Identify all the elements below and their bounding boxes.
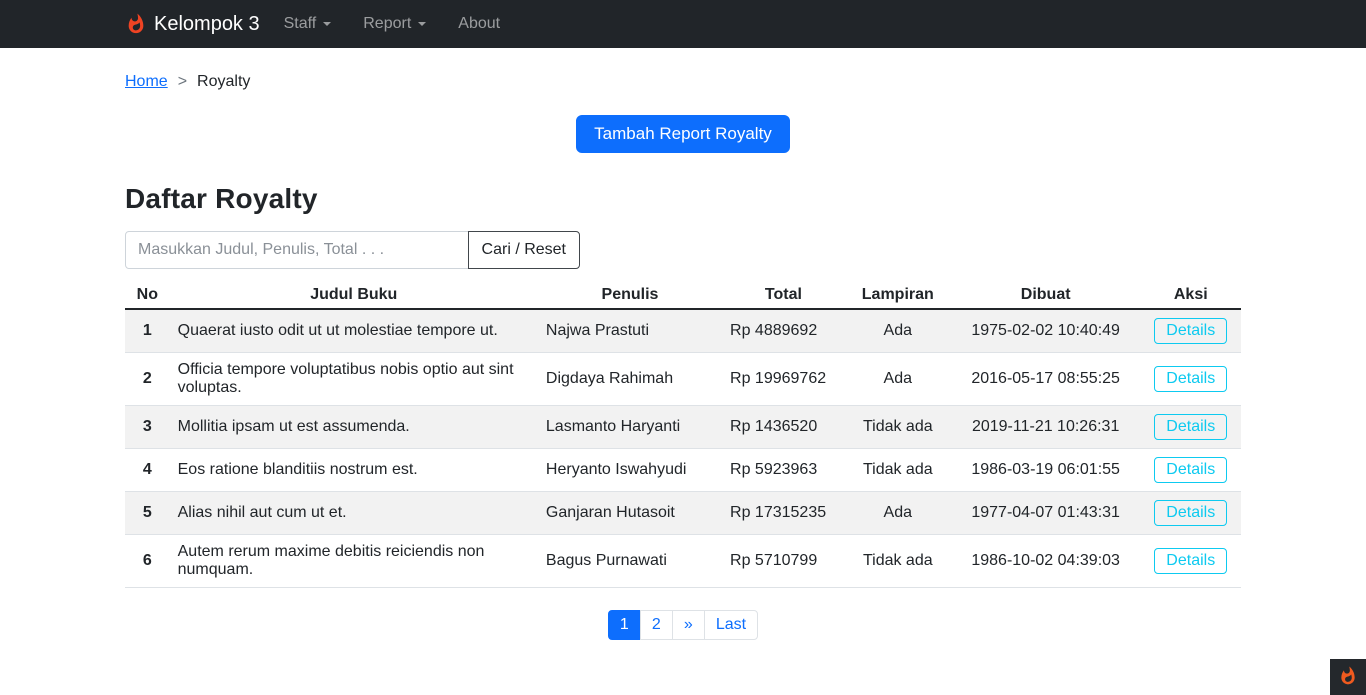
page-title: Daftar Royalty: [125, 183, 318, 214]
row-number: 5: [142, 504, 152, 521]
nav-item-staff[interactable]: Staff: [268, 7, 348, 41]
column-header-dibuat: Dibuat: [950, 284, 1141, 310]
details-button[interactable]: Details: [1154, 366, 1228, 392]
table-row: 2 Officia tempore voluptatibus nobis opt…: [125, 353, 1241, 406]
table-row: 6 Autem rerum maxime debitis reiciendis …: [125, 535, 1241, 588]
column-header-total: Total: [722, 284, 845, 310]
royalty-table: No Judul Buku Penulis Total Lampiran Dibuat Ak…: [125, 284, 1241, 588]
pagination-next[interactable]: »: [671, 610, 705, 640]
pagination-page-2[interactable]: 2: [639, 610, 673, 640]
cell-aksi: Details: [1141, 492, 1241, 535]
cell-lampiran: Ada: [883, 370, 913, 387]
details-button[interactable]: Details: [1154, 318, 1228, 344]
nav-item-report[interactable]: Report: [347, 7, 442, 41]
cell-aksi: Details: [1141, 309, 1241, 353]
cell-lampiran: Ada: [883, 504, 913, 521]
column-header-no: No: [125, 284, 170, 310]
search-input[interactable]: [125, 231, 469, 269]
table-row: 1 Quaerat iusto odit ut ut molestiae tem…: [125, 309, 1241, 353]
breadcrumb-home-link[interactable]: Home: [125, 73, 168, 90]
cell-judul-buku: Officia tempore voluptatibus nobis optio…: [177, 361, 514, 396]
column-header-penulis: Penulis: [537, 284, 723, 310]
cell-judul-buku: Alias nihil aut cum ut et.: [177, 504, 347, 521]
nav-links: Staff Report About: [268, 7, 516, 41]
cell-lampiran: Tidak ada: [862, 461, 933, 478]
nav-item-about[interactable]: About: [442, 7, 516, 41]
table-head: No Judul Buku Penulis Total Lampiran Dibuat Ak…: [125, 284, 1241, 310]
cell-lampiran: Tidak ada: [862, 418, 933, 435]
cell-dibuat: 1977-04-07 01:43:31: [971, 504, 1120, 521]
cell-total: Rp 19969762: [730, 370, 827, 387]
cell-penulis: Digdaya Rahimah: [545, 370, 674, 387]
add-button-row: Tambah Report Royalty: [125, 115, 1241, 153]
breadcrumb-separator: >: [177, 73, 188, 90]
cell-dibuat: 1986-10-02 04:39:03: [971, 552, 1120, 569]
pagination: 1 2» Last: [125, 610, 1241, 640]
cell-judul-buku: Eos ratione blanditiis nostrum est.: [177, 461, 418, 478]
row-number: 6: [142, 552, 152, 569]
row-number: 2: [142, 370, 152, 387]
cell-aksi: Details: [1141, 535, 1241, 588]
cell-aksi: Details: [1141, 353, 1241, 406]
cell-total: Rp 5923963: [730, 461, 818, 478]
row-number: 3: [142, 418, 152, 435]
navbar: Kelompok 3 Staff Report About: [0, 0, 1366, 48]
nav-item-report-label: Report: [363, 15, 412, 32]
cell-judul-buku: Mollitia ipsam ut est assumenda.: [177, 418, 410, 435]
cell-judul-buku: Quaerat iusto odit ut ut molestiae tempo…: [177, 322, 498, 339]
cell-dibuat: 1986-03-19 06:01:55: [971, 461, 1120, 478]
codeigniter-flame-icon: [125, 13, 147, 35]
column-header-aksi: Aksi: [1140, 284, 1241, 310]
cell-lampiran: Ada: [883, 322, 913, 339]
brand-text: Kelompok 3: [154, 12, 260, 35]
row-number: 4: [142, 461, 152, 478]
cell-total: Rp 5710799: [730, 552, 818, 569]
row-number: 1: [142, 322, 152, 339]
breadcrumb: Home > Royalty: [125, 48, 1241, 91]
cell-total: Rp 4889692: [730, 322, 818, 339]
cell-dibuat: 2019-11-21 10:26:31: [971, 418, 1120, 435]
table-header-row: No Judul Buku Penulis Total Lampiran Dibuat Ak…: [125, 284, 1241, 310]
cell-penulis: Lasmanto Haryanti: [545, 418, 681, 435]
cell-aksi: Details: [1141, 449, 1241, 492]
table-row: 3 Mollitia ipsam ut est assumenda. Lasma…: [125, 405, 1241, 449]
cell-total: Rp 1436520: [730, 418, 818, 435]
table-row: 5 Alias nihil aut cum ut et. Ganjaran Hu…: [125, 491, 1241, 535]
brand-link[interactable]: Kelompok 3: [125, 13, 260, 36]
column-header-lampiran: Lampiran: [844, 284, 951, 310]
cell-penulis: Najwa Prastuti: [545, 322, 650, 339]
codeigniter-flame-icon: [1338, 666, 1358, 689]
search-group: Cari / Reset: [125, 231, 580, 269]
add-report-royalty-button[interactable]: Tambah Report Royalty: [576, 115, 790, 153]
cell-lampiran: Tidak ada: [862, 552, 933, 569]
cell-judul-buku: Autem rerum maxime debitis reiciendis no…: [177, 543, 485, 578]
cell-total: Rp 17315235: [730, 504, 827, 521]
chevron-down-icon: [323, 22, 332, 26]
table-body: 1 Quaerat iusto odit ut ut molestiae tem…: [125, 309, 1241, 588]
cell-dibuat: 2016-05-17 08:55:25: [971, 370, 1120, 387]
cell-penulis: Ganjaran Hutasoit: [545, 504, 675, 521]
breadcrumb-current: Royalty: [197, 73, 251, 90]
cell-dibuat: 1975-02-02 10:40:49: [971, 322, 1120, 339]
chevron-down-icon: [418, 22, 427, 26]
details-button[interactable]: Details: [1154, 500, 1228, 526]
pagination-page-1[interactable]: 1: [607, 610, 641, 640]
details-button[interactable]: Details: [1154, 457, 1228, 483]
search-reset-button[interactable]: Cari / Reset: [467, 231, 580, 269]
nav-item-staff-label: Staff: [283, 15, 317, 32]
pagination-page-last[interactable]: Last: [703, 610, 759, 640]
cell-penulis: Bagus Purnawati: [545, 552, 667, 569]
table-row: 4 Eos ratione blanditiis nostrum est. He…: [125, 449, 1241, 492]
details-button[interactable]: Details: [1154, 548, 1228, 574]
cell-aksi: Details: [1141, 406, 1241, 449]
nav-item-about-label: About: [458, 15, 501, 32]
cell-penulis: Heryanto Iswahyudi: [545, 461, 687, 478]
details-button[interactable]: Details: [1154, 414, 1228, 440]
debug-toolbar-button[interactable]: [1330, 659, 1366, 695]
column-header-judul: Judul Buku: [169, 284, 538, 310]
